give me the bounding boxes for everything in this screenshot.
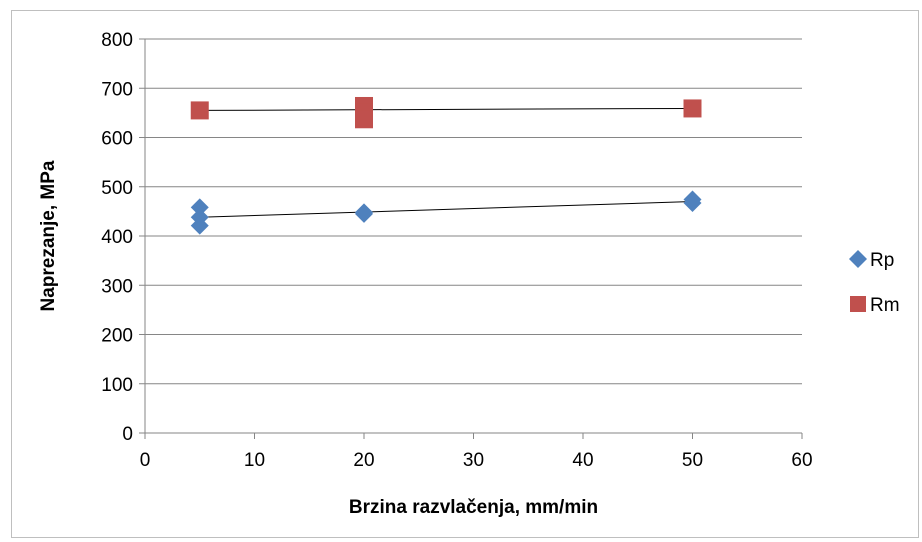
- x-tick-label: 60: [791, 450, 812, 471]
- rm-point: [190, 101, 209, 120]
- y-tick-label: 100: [101, 375, 133, 396]
- rp-point: [355, 204, 373, 223]
- y-axis-title: Naprezanje, MPa: [38, 160, 59, 311]
- x-axis-title: Brzina razvlačenja, mm/min: [349, 497, 598, 518]
- x-tick-label: 0: [140, 450, 151, 471]
- legend-rp-marker: [849, 250, 867, 268]
- x-tick-label: 10: [244, 450, 265, 471]
- y-tick-label: 300: [101, 276, 133, 297]
- marks-layer: [190, 96, 702, 235]
- y-tick-label: 700: [101, 79, 133, 100]
- chart-svg: 0 100 200 300 400 500 600 700 800 0 10 20 30 40 50 60 B…: [38, 30, 900, 518]
- x-tick-label: 40: [572, 450, 593, 471]
- grid-layer: [145, 38, 802, 385]
- rp-point: [190, 198, 209, 217]
- ticklabel-layer: 0 100 200 300 400 500 600 700 800 0 10 20 30 40 50 60: [101, 30, 812, 471]
- x-tick-label: 20: [353, 450, 374, 471]
- trend-layer: [199, 107, 693, 218]
- chart-frame: 0 100 200 300 400 500 600 700 800 0 10 20 30 40 50 60 B…: [11, 10, 919, 538]
- x-tick-label: 50: [682, 450, 703, 471]
- rm-trendline: [199, 107, 693, 111]
- rp-point: [683, 194, 702, 213]
- rp-point: [190, 216, 209, 235]
- y-tick-label: 200: [101, 326, 133, 347]
- legend-rm-label: Rm: [870, 295, 900, 316]
- legend-rm-marker: [850, 296, 866, 312]
- rp-trendline: [199, 201, 693, 218]
- x-tick-label: 30: [463, 450, 484, 471]
- legend-rp-label: Rp: [870, 250, 894, 271]
- legend: Rp Rm: [849, 250, 900, 316]
- y-tick-label: 600: [101, 129, 133, 150]
- y-tick-label: 400: [101, 227, 133, 248]
- rm-point: [355, 110, 373, 129]
- y-tick-label: 800: [101, 30, 133, 51]
- axis-layer: [139, 38, 803, 439]
- y-tick-label: 500: [101, 178, 133, 199]
- y-tick-label: 0: [122, 424, 133, 445]
- rm-point: [683, 99, 702, 118]
